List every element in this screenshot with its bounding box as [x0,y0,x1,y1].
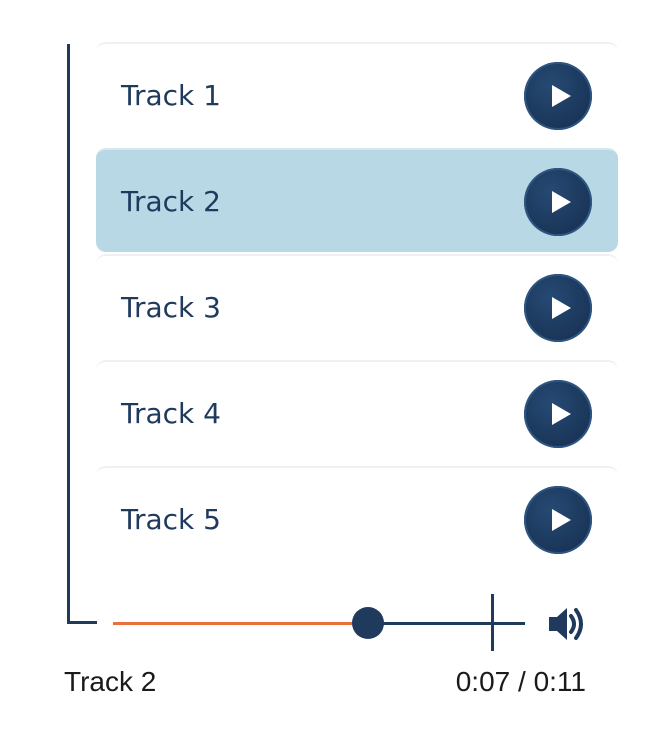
play-button[interactable] [524,168,592,236]
play-icon [552,191,571,213]
track-item[interactable]: Track 4 [96,360,618,464]
progress-end-marker [491,594,494,651]
track-title: Track 5 [121,503,221,536]
progress-fill [113,622,369,625]
frame-line-vertical [67,44,70,624]
progress-bar[interactable] [113,607,525,639]
play-icon [552,85,571,107]
play-icon [552,297,571,319]
track-title: Track 2 [121,185,221,218]
track-item[interactable]: Track 2 [96,148,618,252]
play-button[interactable] [524,62,592,130]
progress-thumb[interactable] [352,607,385,639]
track-list: Track 1 Track 2 Track 3 Track 4 Track 5 [96,42,618,572]
play-button[interactable] [524,274,592,342]
track-title: Track 1 [121,79,221,112]
track-item[interactable]: Track 1 [96,42,618,146]
play-icon [552,509,571,531]
track-title: Track 4 [121,397,221,430]
play-button[interactable] [524,380,592,448]
track-item[interactable]: Track 3 [96,254,618,358]
now-playing-title: Track 2 [64,666,157,697]
play-button[interactable] [524,486,592,554]
time-readout: 0:07 / 0:11 [455,666,586,697]
play-icon [552,403,571,425]
current-time: 0:07 [455,666,511,697]
duration: 0:11 [533,666,586,697]
volume-icon [549,608,583,640]
volume-button[interactable] [546,604,588,644]
track-item[interactable]: Track 5 [96,466,618,570]
track-title: Track 3 [121,291,221,324]
frame-line-foot [67,621,97,624]
